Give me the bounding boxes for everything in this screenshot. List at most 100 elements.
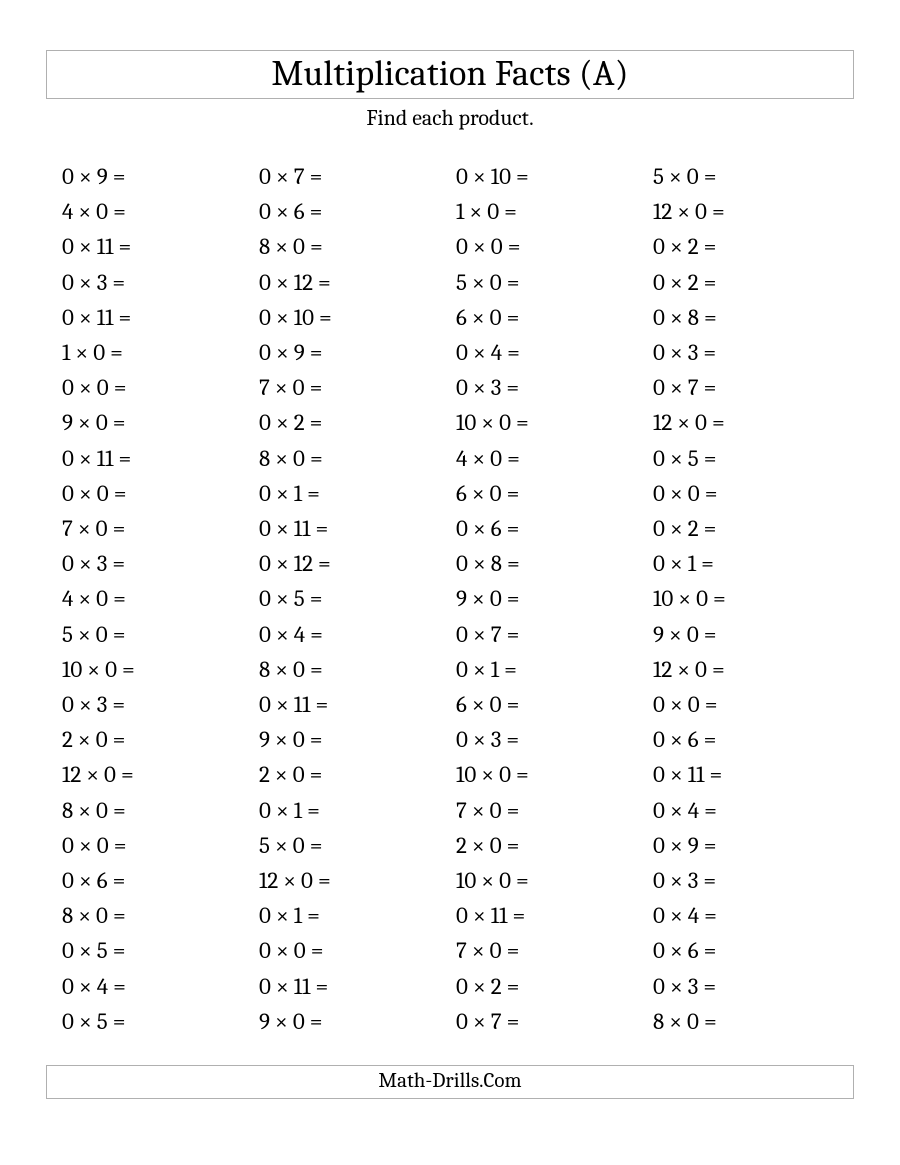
problem: 0 × 3 = (56, 687, 253, 722)
problem: 0 × 4 = (253, 617, 450, 652)
problem: 0 × 3 = (647, 335, 844, 370)
problem: 0 × 1 = (450, 652, 647, 687)
problem: 0 × 3 = (647, 863, 844, 898)
problem: 0 × 3 = (450, 370, 647, 405)
problem: 0 × 1 = (253, 793, 450, 828)
problem: 0 × 0 = (450, 229, 647, 264)
problems-col-2: 0 × 7 =0 × 6 =8 × 0 =0 × 12 =0 × 10 =0 ×… (253, 159, 450, 1039)
problem: 0 × 0 = (253, 933, 450, 968)
problem: 0 × 7 = (253, 159, 450, 194)
page-title: Multiplication Facts (A) (47, 53, 853, 94)
problem: 0 × 10 = (450, 159, 647, 194)
problem: 2 × 0 = (56, 722, 253, 757)
problem: 12 × 0 = (647, 652, 844, 687)
problem: 12 × 0 = (647, 194, 844, 229)
problem: 9 × 0 = (450, 581, 647, 616)
problem: 8 × 0 = (647, 1004, 844, 1039)
problem: 0 × 0 = (56, 370, 253, 405)
problem: 0 × 6 = (450, 511, 647, 546)
problem: 0 × 10 = (253, 300, 450, 335)
problem: 0 × 11 = (56, 229, 253, 264)
problem: 0 × 11 = (253, 687, 450, 722)
problem: 4 × 0 = (450, 441, 647, 476)
problem: 0 × 3 = (647, 969, 844, 1004)
problem: 0 × 5 = (56, 1004, 253, 1039)
problem: 0 × 7 = (647, 370, 844, 405)
problem: 0 × 0 = (647, 687, 844, 722)
problem: 0 × 11 = (647, 757, 844, 792)
problem: 0 × 12 = (253, 546, 450, 581)
problem: 0 × 0 = (56, 476, 253, 511)
problem: 0 × 11 = (253, 511, 450, 546)
problem: 0 × 2 = (253, 405, 450, 440)
problem: 2 × 0 = (450, 828, 647, 863)
problem: 0 × 9 = (56, 159, 253, 194)
problem: 0 × 8 = (450, 546, 647, 581)
problem: 5 × 0 = (253, 828, 450, 863)
problem: 0 × 6 = (56, 863, 253, 898)
problems-col-1: 0 × 9 =4 × 0 =0 × 11 =0 × 3 =0 × 11 =1 ×… (56, 159, 253, 1039)
problem: 0 × 5 = (647, 441, 844, 476)
title-box: Multiplication Facts (A) (46, 50, 854, 99)
problem: 0 × 7 = (450, 617, 647, 652)
problem: 0 × 2 = (647, 511, 844, 546)
problem: 0 × 4 = (647, 793, 844, 828)
problem: 1 × 0 = (56, 335, 253, 370)
problem: 8 × 0 = (253, 441, 450, 476)
problems-col-3: 0 × 10 =1 × 0 =0 × 0 =5 × 0 =6 × 0 =0 × … (450, 159, 647, 1039)
problem: 6 × 0 = (450, 476, 647, 511)
problem: 8 × 0 = (253, 229, 450, 264)
problem: 10 × 0 = (450, 863, 647, 898)
problem: 0 × 1 = (253, 898, 450, 933)
problem: 9 × 0 = (253, 1004, 450, 1039)
problem: 5 × 0 = (450, 265, 647, 300)
problem: 5 × 0 = (647, 159, 844, 194)
problem: 0 × 3 = (56, 546, 253, 581)
problem: 0 × 5 = (253, 581, 450, 616)
problem: 0 × 4 = (647, 898, 844, 933)
problem: 0 × 6 = (647, 933, 844, 968)
problem: 7 × 0 = (450, 793, 647, 828)
footer-box: Math-Drills.Com (46, 1065, 854, 1099)
problem: 0 × 11 = (450, 898, 647, 933)
problem: 2 × 0 = (253, 757, 450, 792)
problem: 10 × 0 = (647, 581, 844, 616)
problem: 0 × 9 = (253, 335, 450, 370)
problem: 0 × 6 = (647, 722, 844, 757)
problem: 0 × 0 = (647, 476, 844, 511)
problems-col-4: 5 × 0 =12 × 0 =0 × 2 =0 × 2 =0 × 8 =0 × … (647, 159, 844, 1039)
problem: 7 × 0 = (450, 933, 647, 968)
problem: 6 × 0 = (450, 300, 647, 335)
problem: 0 × 4 = (56, 969, 253, 1004)
problem: 6 × 0 = (450, 687, 647, 722)
problem: 0 × 7 = (450, 1004, 647, 1039)
problem: 0 × 11 = (253, 969, 450, 1004)
problem: 12 × 0 = (56, 757, 253, 792)
problem: 0 × 8 = (647, 300, 844, 335)
problem: 4 × 0 = (56, 581, 253, 616)
problem: 12 × 0 = (253, 863, 450, 898)
problem: 0 × 4 = (450, 335, 647, 370)
problems-grid: 0 × 9 =4 × 0 =0 × 11 =0 × 3 =0 × 11 =1 ×… (46, 159, 854, 1039)
problem: 0 × 1 = (253, 476, 450, 511)
problem: 0 × 1 = (647, 546, 844, 581)
footer-text: Math-Drills.Com (378, 1069, 521, 1093)
problem: 10 × 0 = (450, 405, 647, 440)
problem: 8 × 0 = (56, 898, 253, 933)
problem: 0 × 0 = (56, 828, 253, 863)
problem: 9 × 0 = (647, 617, 844, 652)
problem: 0 × 2 = (450, 969, 647, 1004)
problem: 0 × 2 = (647, 265, 844, 300)
problem: 7 × 0 = (253, 370, 450, 405)
problem: 10 × 0 = (450, 757, 647, 792)
problem: 0 × 6 = (253, 194, 450, 229)
problem: 0 × 5 = (56, 933, 253, 968)
problem: 9 × 0 = (56, 405, 253, 440)
problem: 5 × 0 = (56, 617, 253, 652)
problem: 0 × 9 = (647, 828, 844, 863)
problem: 8 × 0 = (56, 793, 253, 828)
problem: 4 × 0 = (56, 194, 253, 229)
problem: 1 × 0 = (450, 194, 647, 229)
problem: 12 × 0 = (647, 405, 844, 440)
problem: 8 × 0 = (253, 652, 450, 687)
